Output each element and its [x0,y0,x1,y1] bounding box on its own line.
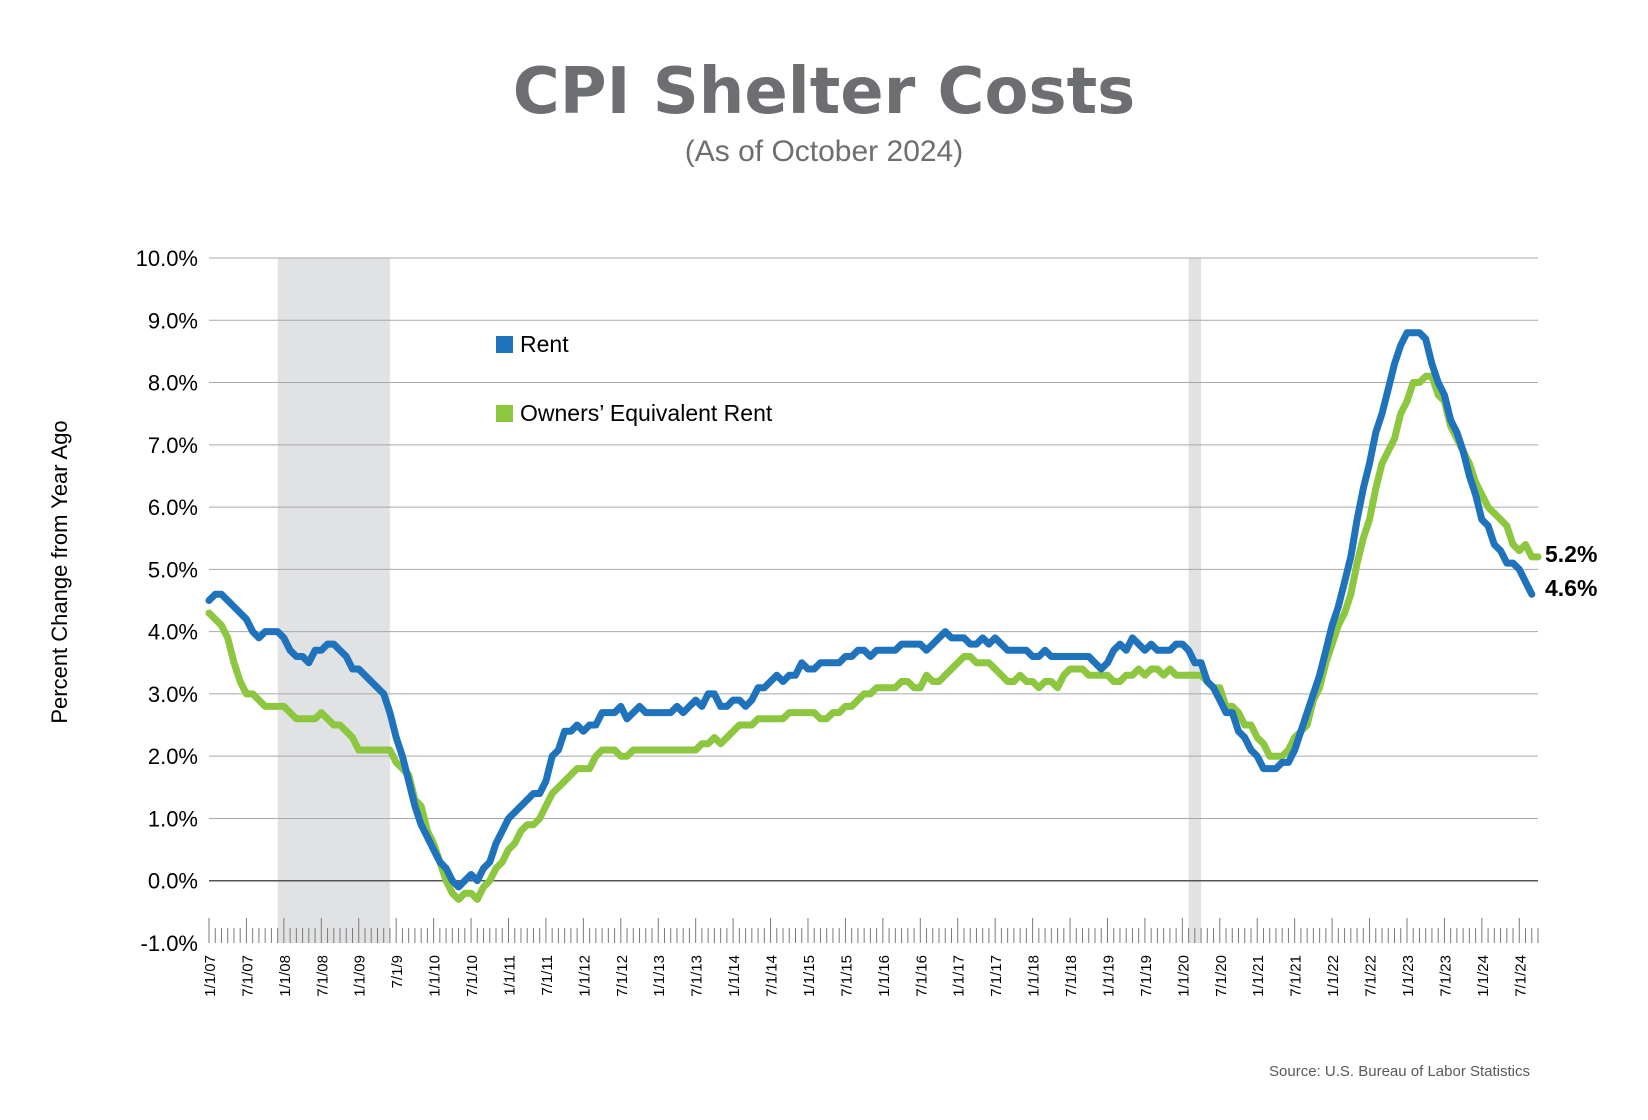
x-tick-label: 1/1/21 [1250,955,1267,997]
rent-line [205,329,1536,891]
legend-label-oer: Owners’ Equivalent Rent [520,400,773,426]
x-tick-label: 7/1/08 [314,955,331,997]
y-tick-label: 2.0% [148,744,198,769]
x-tick-label: 7/1/07 [239,955,256,997]
source-note: Source: U.S. Bureau of Labor Statistics [1269,1063,1530,1080]
x-tick-label: 7/1/11 [539,955,556,996]
x-tick-label: 1/1/10 [427,955,444,997]
x-tick-label: 1/1/22 [1325,955,1342,997]
x-tick-label: 1/1/16 [876,955,893,997]
x-tick-label: 7/1/16 [913,955,930,997]
y-tick-label: 3.0% [148,682,198,707]
x-tick-label: 7/1/19 [1138,955,1155,997]
x-axis: 1/1/07 7/1/07 1/1/08 7/1/08 1/1/09 7/1/9 1/1/1… [202,918,1539,997]
x-tick-label: 1/1/13 [651,955,668,997]
y-tick-label: 6.0% [148,495,198,520]
y-tick-label: 4.0% [148,620,198,645]
x-tick-label: 7/1/21 [1288,955,1305,997]
x-tick-label: 7/1/18 [1063,955,1080,997]
y-tick-label: 5.0% [148,557,198,582]
x-tick-label: 1/1/15 [801,955,818,997]
y-tick-label: 8.0% [148,371,198,396]
legend-label-rent: Rent [520,331,569,357]
end-labels: 4.6% 5.2% [1545,541,1597,601]
x-tick-label: 1/1/18 [1026,955,1043,997]
x-tick-label: 7/1/13 [689,955,706,997]
legend-swatch-oer [496,405,513,422]
x-tick-label: 1/1/23 [1400,955,1417,997]
x-tick-label: 1/1/20 [1175,955,1192,997]
y-tick-label: 1.0% [148,806,198,831]
x-tick-label: 1/1/09 [352,955,369,997]
y-tick-label: 10.0% [136,246,198,271]
end-label-oer: 5.2% [1545,541,1597,567]
recession-band [1188,258,1202,943]
end-label-rent: 4.6% [1545,575,1597,601]
x-tick-label: 1/1/08 [277,955,294,997]
legend: Rent Owners’ Equivalent Rent [496,331,773,426]
x-tick-label: 7/1/22 [1363,955,1380,997]
x-tick-label: 7/1/9 [389,955,406,988]
y-tick-label: -1.0% [141,931,198,956]
x-tick-label: 1/1/14 [726,955,743,997]
x-tick-label: 7/1/14 [764,955,781,997]
recession-bands [277,258,1202,943]
x-tick-label: 7/1/20 [1213,955,1230,997]
x-tick-label: 7/1/23 [1437,955,1454,997]
legend-swatch-rent [496,336,513,353]
x-tick-label: 1/1/11 [501,955,518,996]
x-tick-label: 7/1/17 [988,955,1005,997]
x-tick-label: 7/1/10 [464,955,481,997]
x-tick-label: 1/1/19 [1100,955,1117,997]
y-tick-label: 7.0% [148,433,198,458]
chart-subtitle: (As of October 2024) [684,135,964,168]
x-tick-label: 1/1/07 [202,955,219,997]
x-tick-label: 1/1/17 [951,955,968,997]
oer-line [205,372,1542,903]
x-tick-label: 7/1/15 [838,955,855,997]
x-tick-label: 1/1/12 [576,955,593,997]
x-tick-label: 7/1/24 [1512,955,1529,997]
recession-band [277,258,390,943]
x-tick-label: 7/1/12 [614,955,631,997]
y-tick-label: 0.0% [148,869,198,894]
x-tick-label: 1/1/24 [1475,955,1492,997]
y-axis: 10.0% 9.0% 8.0% 7.0% 6.0% 5.0% 4.0% 3.0% 2.0% 1.0… [136,246,198,956]
y-tick-label: 9.0% [148,308,198,333]
y-axis-title: Percent Change from Year Ago [47,420,72,723]
series-lines [205,329,1542,903]
chart-title: CPI Shelter Costs [512,55,1136,129]
